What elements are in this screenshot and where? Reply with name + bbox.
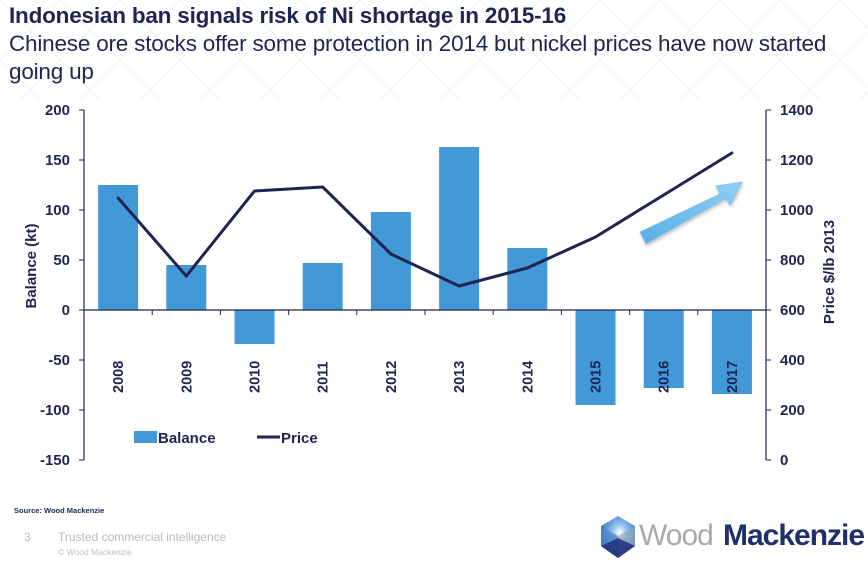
legend-label-price: Price xyxy=(281,430,318,447)
left-axis-title: Balance (kt) xyxy=(23,223,40,308)
background-pattern xyxy=(0,0,868,100)
legend-label-balance: Balance xyxy=(158,430,216,447)
page-number: 3 xyxy=(24,530,31,544)
category-label-2016: 2016 xyxy=(657,361,673,393)
price-line-series xyxy=(116,151,734,288)
balance-bars xyxy=(98,147,752,405)
right-axis-tick-label: 1000 xyxy=(780,202,813,219)
left-axis-tick-label: 150 xyxy=(45,152,70,169)
category-label-2010: 2010 xyxy=(248,361,264,393)
bar-balance-2014 xyxy=(507,248,548,310)
left-axis-tick-label: -100 xyxy=(40,402,70,419)
right-axis-title: Price $/lb 2013 xyxy=(821,220,838,324)
left-axis-tick-label: 50 xyxy=(53,252,70,269)
axes: 200 150 100 50 0 -50 -100 -150 1400 1200 1000 800 60… xyxy=(40,102,813,469)
right-axis-tick-label: 1200 xyxy=(780,152,813,169)
right-axis-tick-label: 0 xyxy=(780,452,788,469)
category-label-2015: 2015 xyxy=(589,361,605,393)
bar-balance-2011 xyxy=(302,263,343,310)
bar-balance-2008 xyxy=(98,185,139,310)
slide-title: Indonesian ban signals risk of Ni shorta… xyxy=(9,3,567,28)
category-label-2009: 2009 xyxy=(179,361,195,393)
balance-price-chart: 200 150 100 50 0 -50 -100 -150 1400 1200 1000 800 60… xyxy=(23,102,838,469)
bar-balance-2016 xyxy=(643,310,684,388)
right-axis-tick-label: 800 xyxy=(780,252,805,269)
slide-subtitle: Chinese ore stocks offer some protection… xyxy=(9,31,827,84)
category-label-2008: 2008 xyxy=(111,361,127,393)
bar-balance-2017 xyxy=(711,310,752,394)
hexagon-cube-logo-icon xyxy=(601,516,635,558)
price-line xyxy=(116,151,734,288)
category-label-2012: 2012 xyxy=(384,361,400,393)
left-axis-tick-label: 0 xyxy=(62,302,70,319)
logo-word-wood: Wood xyxy=(639,519,714,552)
logo-word-mackenzie: Mackenzie xyxy=(723,519,865,552)
left-axis-tick-label: 100 xyxy=(45,202,70,219)
bar-balance-2009 xyxy=(166,265,207,310)
right-axis-tick-label: 400 xyxy=(780,352,805,369)
left-axis-tick-label: -50 xyxy=(48,352,70,369)
footer-copyright: © Wood Mackenzie xyxy=(58,547,132,557)
left-axis-tick-label: 200 xyxy=(45,102,70,119)
category-label-2017: 2017 xyxy=(725,361,741,393)
legend: Balance Price xyxy=(134,430,318,447)
footer-tagline: Trusted commercial intelligence xyxy=(58,530,227,544)
left-axis-tick-label: -150 xyxy=(40,452,70,469)
right-axis-tick-label: 1400 xyxy=(780,102,813,119)
category-label-2011: 2011 xyxy=(316,362,332,393)
right-axis-tick-label: 600 xyxy=(780,302,805,319)
category-labels: 2008 2009 2010 2011 2012 2013 2014 2015 2016 2017 xyxy=(111,361,741,393)
bar-balance-2015 xyxy=(575,310,616,405)
category-label-2013: 2013 xyxy=(452,361,468,393)
right-axis-tick-label: 200 xyxy=(780,402,805,419)
up-trend-arrow-icon xyxy=(639,181,743,245)
source-note: Source: Wood Mackenzie xyxy=(14,506,105,515)
legend-swatch-balance xyxy=(134,431,157,443)
bar-balance-2010 xyxy=(234,310,275,344)
category-label-2014: 2014 xyxy=(520,361,536,393)
wood-mackenzie-logo: Wood Mackenzie xyxy=(598,514,865,560)
